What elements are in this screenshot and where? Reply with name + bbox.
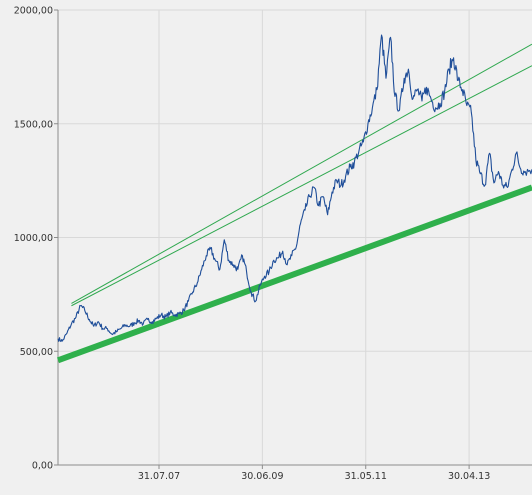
channel-upper-line (71, 43, 532, 304)
axes (57, 10, 532, 466)
price-series (57, 34, 532, 343)
y-tick-label: 1500,00 (14, 119, 53, 130)
x-tick-label: 31.07.07 (138, 471, 180, 482)
grid (54, 9, 532, 469)
y-tick-labels: 0,00 500,00 1000,00 1500,00 2000,00 (14, 6, 53, 472)
x-tick-label: 31.05.11 (345, 471, 387, 482)
x-tick-labels: 31.07.07 30.06.09 31.05.11 30.04.13 (138, 471, 490, 482)
y-tick-label: 2000,00 (14, 6, 53, 17)
trend-lines (56, 43, 532, 364)
y-tick-label: 1000,00 (14, 233, 53, 244)
y-tick-label: 500,00 (20, 347, 53, 358)
price-line (57, 34, 532, 343)
x-tick-label: 30.06.09 (241, 471, 283, 482)
y-tick-label: 0,00 (32, 461, 53, 472)
x-tick-label: 30.04.13 (448, 471, 490, 482)
support-trend-line (56, 184, 532, 364)
channel-lower-line (71, 65, 532, 307)
